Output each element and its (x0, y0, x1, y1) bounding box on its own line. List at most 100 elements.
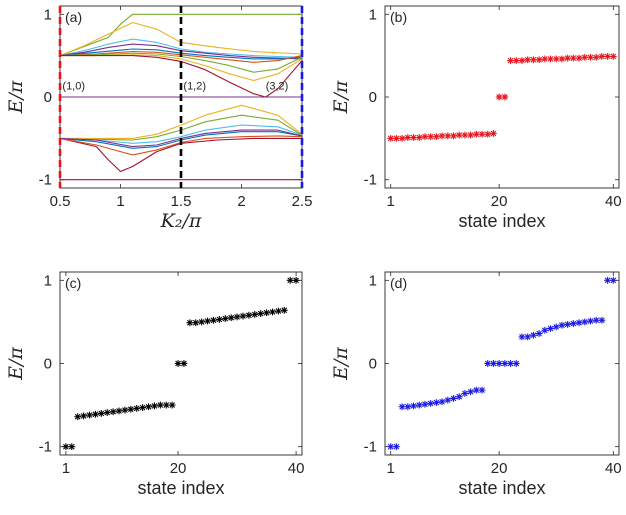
x-tick-label: 20 (491, 193, 508, 210)
data-point (263, 309, 270, 317)
data-point (604, 53, 611, 60)
data-point (398, 403, 406, 411)
data-point (415, 401, 423, 409)
data-point (139, 404, 147, 411)
x-axis-label: state index (137, 478, 224, 498)
data-point (507, 57, 514, 64)
data-point (569, 54, 577, 62)
x-tick-label: 2 (237, 193, 245, 210)
data-point (192, 319, 200, 327)
x-tick-label: 1.5 (171, 193, 192, 210)
data-point (609, 53, 617, 60)
data-point (269, 308, 276, 316)
annotation-label: (1,2) (183, 81, 206, 93)
data-point (133, 405, 141, 412)
y-tick-label: 0 (369, 89, 377, 106)
data-point (512, 360, 520, 367)
x-axis-label: state index (458, 211, 545, 231)
y-tick-label: 1 (44, 6, 52, 23)
band-line (59, 38, 303, 58)
data-point (210, 316, 217, 324)
data-point (592, 316, 600, 324)
annotation-label: (1,0) (62, 81, 85, 93)
band-line (59, 21, 303, 57)
y-tick-label: 0 (369, 356, 377, 373)
data-point (80, 412, 88, 420)
data-point (524, 56, 532, 64)
data-point (558, 55, 566, 63)
y-axis-label: E/π (5, 347, 27, 381)
data-point (587, 53, 594, 61)
data-point (393, 134, 400, 142)
x-tick-label: 40 (605, 193, 622, 210)
data-point (398, 134, 406, 142)
data-point (215, 316, 223, 323)
data-point (62, 443, 70, 451)
data-point (587, 317, 594, 325)
data-point (239, 312, 247, 320)
band-line (60, 104, 303, 139)
data-point (524, 333, 532, 341)
data-point (227, 314, 235, 322)
data-point (204, 317, 211, 325)
data-point (472, 130, 480, 138)
data-point (472, 386, 480, 394)
data-point (121, 406, 129, 414)
y-tick-label: -1 (39, 172, 52, 189)
band-line (59, 50, 303, 63)
data-point (501, 93, 509, 101)
data-point (592, 53, 600, 61)
data-point (404, 403, 412, 411)
y-tick-label: -1 (364, 172, 377, 189)
data-point (251, 311, 259, 318)
data-point (575, 54, 583, 62)
data-point (280, 306, 288, 314)
data-point (415, 134, 423, 141)
data-point (109, 408, 117, 416)
data-point (421, 133, 429, 141)
data-point (581, 53, 589, 61)
panel-label: (a) (65, 9, 82, 25)
data-point (387, 443, 395, 451)
data-point (103, 409, 111, 416)
panel-label: (d) (390, 275, 407, 291)
data-point (186, 319, 194, 327)
data-point (552, 55, 560, 63)
band-line (59, 124, 303, 144)
x-axis-label: state index (458, 478, 545, 498)
data-point (432, 133, 440, 141)
data-point (547, 55, 554, 63)
data-point (450, 395, 457, 402)
data-point (455, 131, 463, 139)
data-point (478, 130, 486, 138)
panel-3: 1 20 40 -1 0 1 state index E/π (c) (5, 271, 304, 498)
data-point (564, 54, 572, 62)
band-line (59, 13, 302, 57)
data-point (541, 326, 549, 334)
y-tick-label: 1 (44, 272, 52, 289)
data-point (427, 133, 435, 141)
data-point (156, 401, 164, 409)
data-point (541, 55, 549, 63)
band-line (59, 48, 303, 60)
data-point (274, 307, 282, 315)
data-point (233, 313, 241, 321)
data-point (168, 401, 176, 409)
data-point (467, 131, 475, 139)
band-line (59, 52, 303, 73)
data-point (444, 132, 452, 140)
data-point (478, 386, 486, 394)
y-tick-label: -1 (39, 439, 52, 456)
data-point (92, 410, 99, 418)
y-tick-label: 0 (44, 89, 52, 106)
band-line (59, 137, 302, 173)
data-point (86, 411, 93, 419)
x-tick-label: 2.5 (292, 193, 313, 210)
data-point (609, 276, 617, 284)
x-tick-label: 0.5 (50, 193, 71, 210)
data-point (74, 413, 82, 421)
data-point (581, 318, 589, 326)
data-point (547, 325, 554, 332)
data-point (507, 360, 514, 367)
y-axis-label: E/π (330, 80, 352, 114)
